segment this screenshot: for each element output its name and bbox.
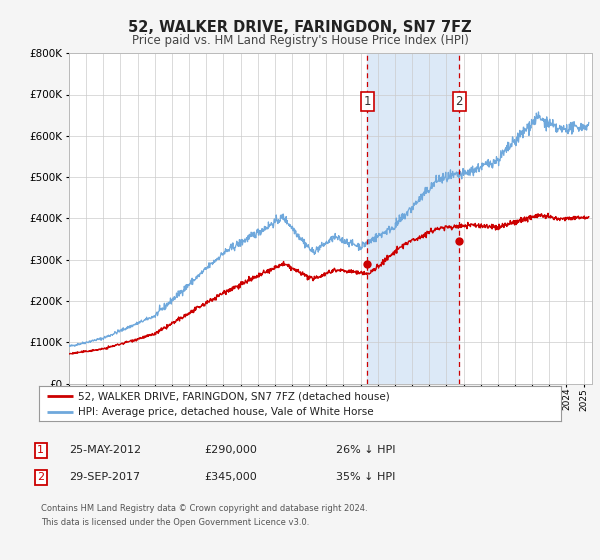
Text: 2: 2 [37, 472, 44, 482]
Text: This data is licensed under the Open Government Licence v3.0.: This data is licensed under the Open Gov… [41, 517, 309, 527]
Text: 1: 1 [364, 95, 371, 108]
Text: 52, WALKER DRIVE, FARINGDON, SN7 7FZ (detached house): 52, WALKER DRIVE, FARINGDON, SN7 7FZ (de… [78, 391, 390, 401]
Text: 52, WALKER DRIVE, FARINGDON, SN7 7FZ: 52, WALKER DRIVE, FARINGDON, SN7 7FZ [128, 20, 472, 35]
Text: Price paid vs. HM Land Registry's House Price Index (HPI): Price paid vs. HM Land Registry's House … [131, 34, 469, 46]
Text: HPI: Average price, detached house, Vale of White Horse: HPI: Average price, detached house, Vale… [78, 408, 374, 417]
Text: £345,000: £345,000 [204, 472, 257, 482]
Text: 2: 2 [455, 95, 463, 108]
Text: 29-SEP-2017: 29-SEP-2017 [69, 472, 140, 482]
Text: Contains HM Land Registry data © Crown copyright and database right 2024.: Contains HM Land Registry data © Crown c… [41, 504, 367, 513]
Text: 26% ↓ HPI: 26% ↓ HPI [336, 445, 395, 455]
Text: 25-MAY-2012: 25-MAY-2012 [69, 445, 141, 455]
Text: 1: 1 [37, 445, 44, 455]
Text: 35% ↓ HPI: 35% ↓ HPI [336, 472, 395, 482]
Bar [367, 53, 459, 384]
Text: £290,000: £290,000 [204, 445, 257, 455]
